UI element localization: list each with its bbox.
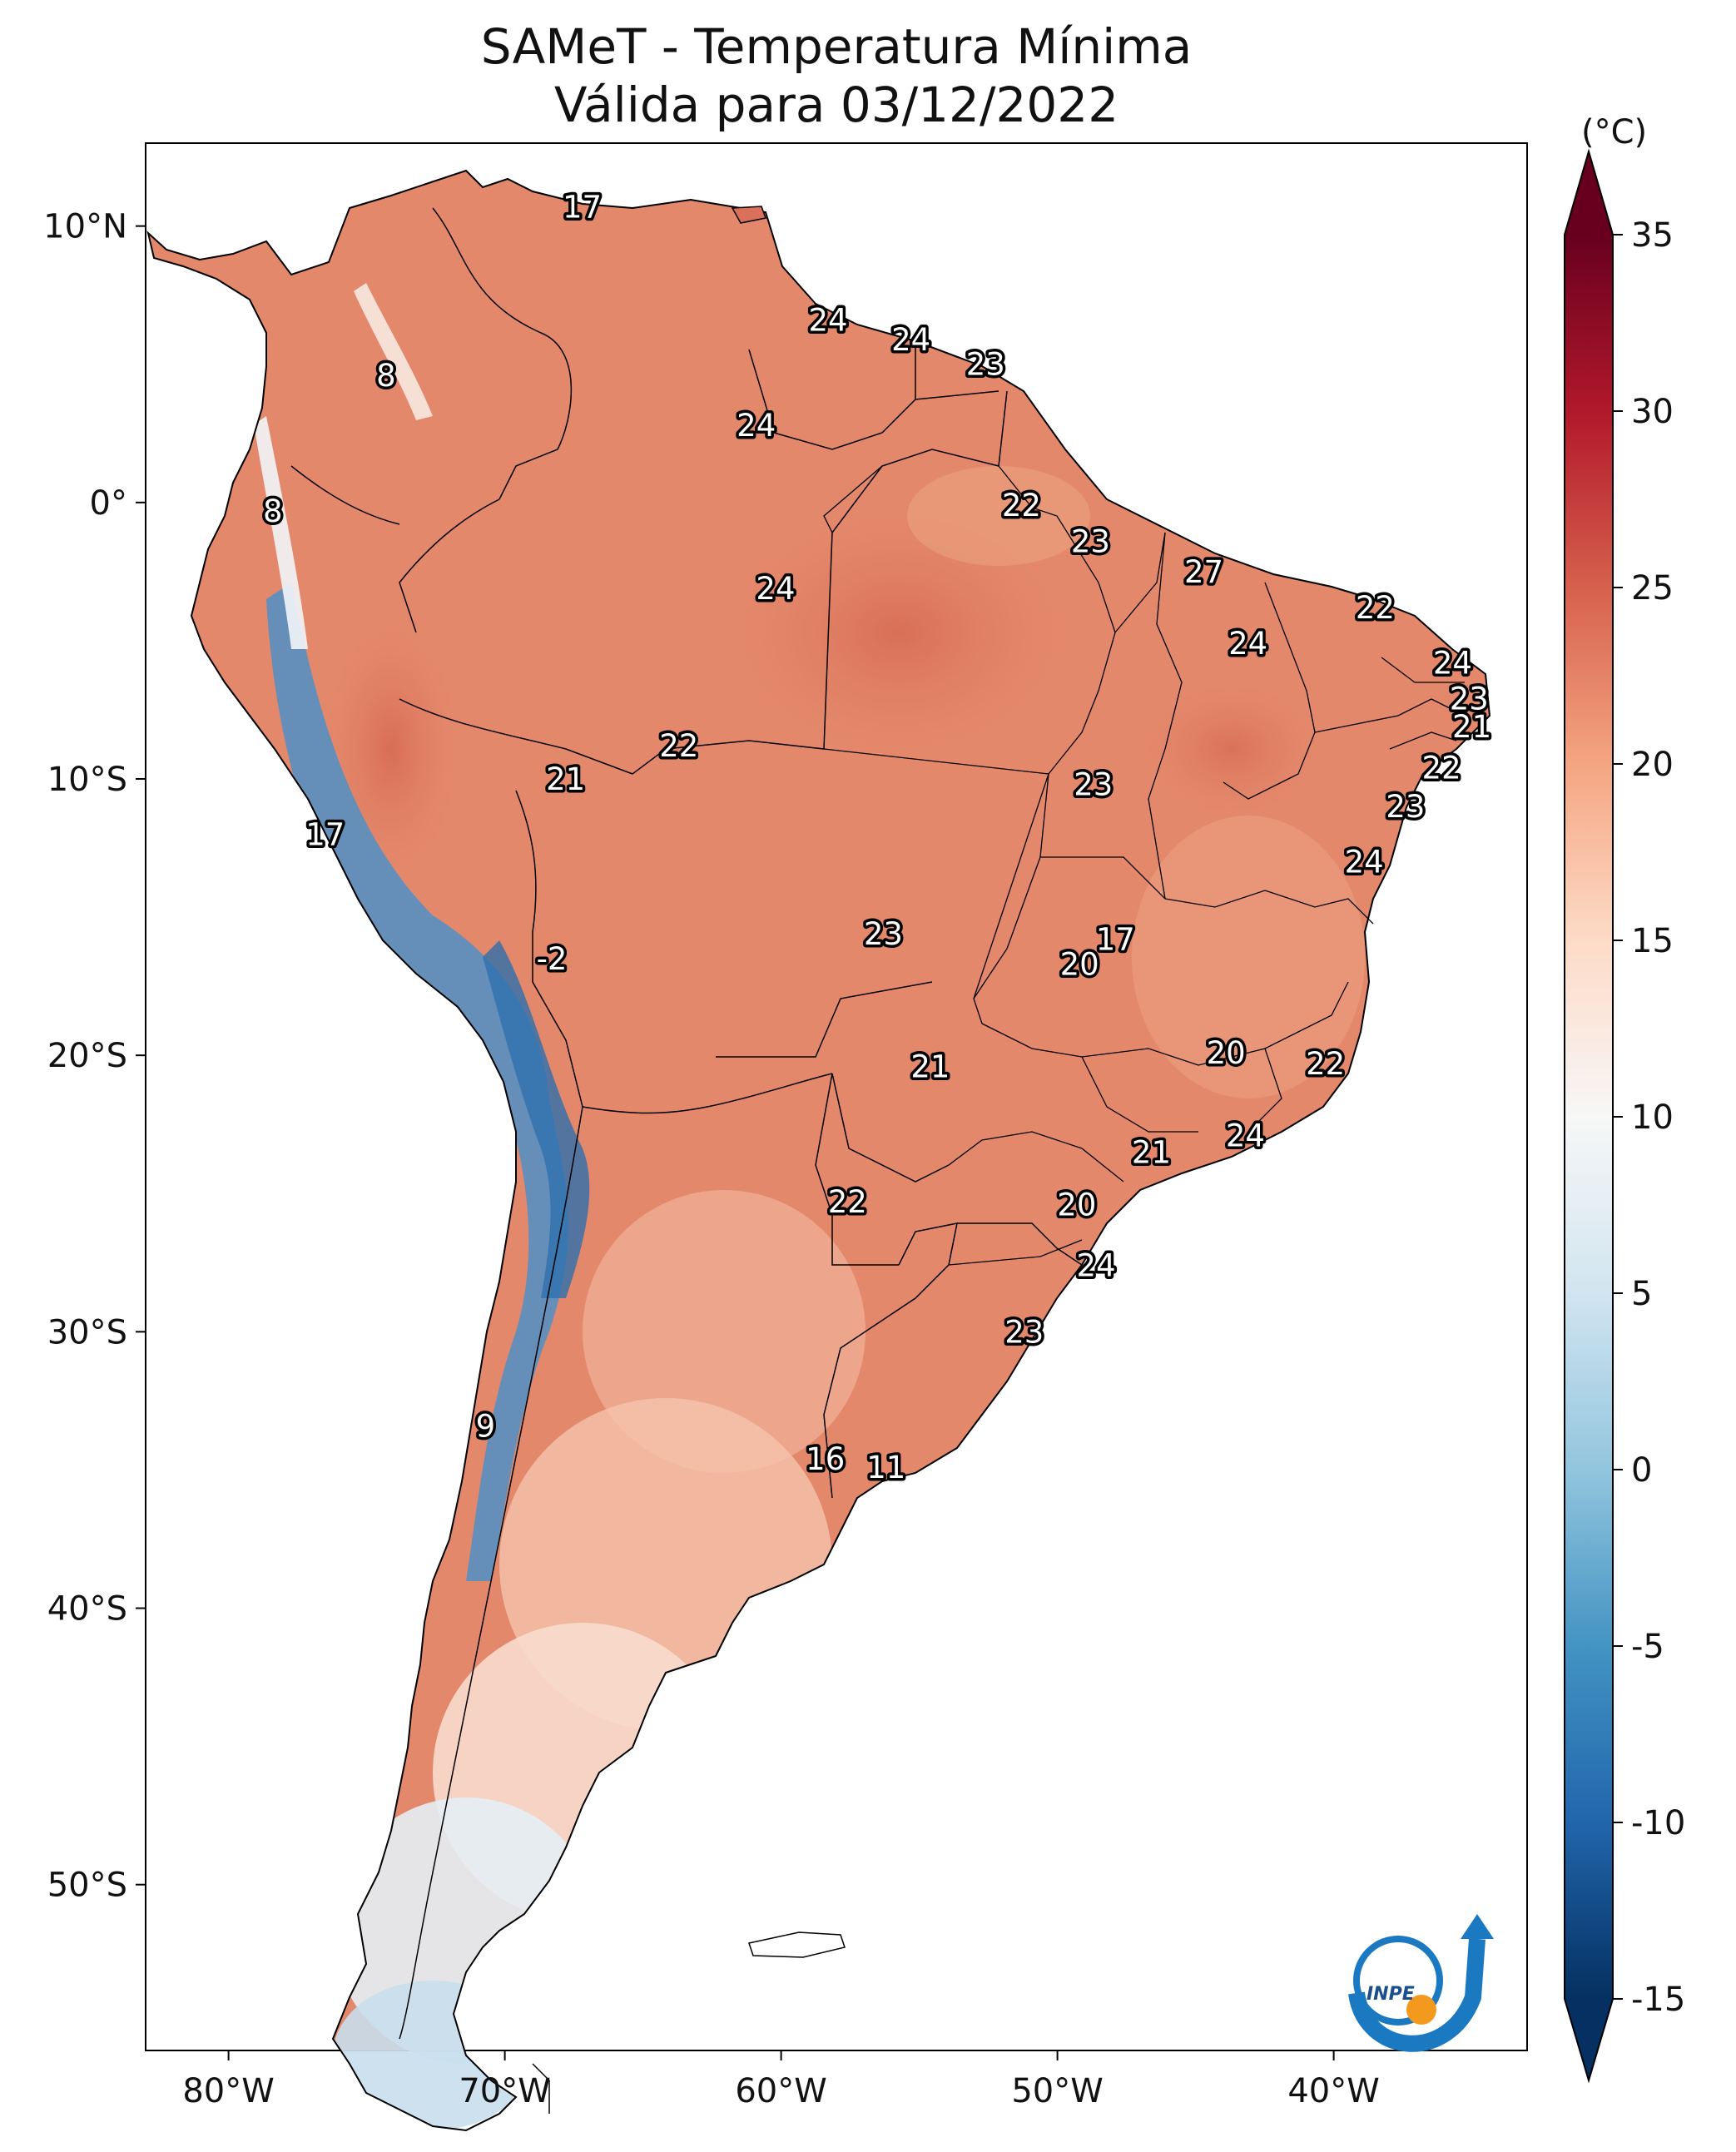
station-temp-label: 22 [1422,751,1461,786]
station-temp-label: 16 [806,1441,845,1477]
lat-tick-label: 50°S [47,1867,127,1905]
lon-tick-label: 70°W [459,2072,550,2110]
coastline [146,169,1491,2132]
colorbar: (°C) 35 30 25 20 15 10 5 0 -5 -10 -15 [1564,113,1685,2084]
station-temp-label: 8 [263,493,283,529]
station-temp-label: 23 [966,347,1005,383]
station-temp-label: 24 [891,322,930,358]
colorbar-tick-label: -15 [1631,1981,1685,2019]
station-temp-label: 9 [476,1408,496,1444]
map-title: SAMeT - Temperatura Mínima [480,18,1193,75]
station-temp-label: 20 [1060,947,1099,983]
station-temp-label: 24 [1077,1248,1116,1284]
colorbar-ticks: 35 30 25 20 15 10 5 0 -5 -10 -15 [1613,216,1685,2019]
logo-text: INPE [1366,1984,1415,2005]
lat-tick-label: 40°S [47,1590,127,1629]
longitude-axis: 80°W 70°W 60°W 50°W 40°W [182,2050,1380,2110]
station-temp-label: 17 [1096,922,1135,958]
colorbar-tick-label: 10 [1631,1098,1674,1137]
station-temp-label: 21 [546,761,585,797]
trinidad-island [731,206,766,224]
station-temp-label: 20 [1207,1035,1246,1071]
station-temp-label: -2 [537,941,568,977]
colorbar-tick-label: 15 [1631,922,1674,960]
lat-tick-label: 0° [90,484,127,523]
lat-tick-label: 30°S [47,1313,127,1351]
lon-tick-label: 80°W [182,2072,274,2110]
lon-tick-label: 40°W [1287,2072,1379,2110]
colorbar-extend-min [1565,1999,1613,2080]
colorbar-unit: (°C) [1581,113,1647,151]
station-temp-label: 22 [1356,590,1395,626]
logo-ring [1353,1936,1443,2026]
station-temp-label: 23 [1450,682,1489,717]
colorbar-tick-label: -5 [1631,1628,1664,1666]
lon-tick-label: 50°W [1011,2072,1103,2110]
colorbar-extend-max [1565,151,1613,235]
station-temp-label: 21 [910,1049,950,1084]
station-temp-label: 23 [864,916,903,952]
colorbar-body [1565,235,1613,1999]
lat-tick-label: 20°S [47,1037,127,1075]
map-subtitle: Válida para 03/12/2022 [553,77,1119,133]
colorbar-tick-label: 35 [1631,216,1674,255]
logo-arrow-head [1461,1914,1494,1939]
lon-tick-label: 60°W [735,2072,826,2110]
station-temp-label: 27 [1184,554,1223,590]
station-temp-label: 24 [1228,626,1267,662]
station-temp-label: 17 [563,189,602,225]
station-temp-label: 22 [1306,1046,1345,1082]
station-temp-label: 23 [1071,523,1110,559]
station-temp-label: 24 [1226,1118,1265,1154]
station-temp-label: 22 [659,728,698,764]
station-temp-label: 23 [1004,1314,1044,1350]
station-temp-label: 21 [1452,709,1491,745]
station-temp-label: 22 [1002,488,1041,523]
colorbar-tick-label: 25 [1631,569,1674,607]
latitude-axis: 10°N 0° 10°S 20°S 30°S 40°S 50°S [43,208,146,1905]
colorbar-tick-label: 5 [1631,1275,1652,1313]
lat-tick-label: 10°S [47,761,127,799]
station-temp-label: 24 [808,303,847,339]
inpe-logo: INPE [1348,1914,1494,2052]
country-borders [290,207,1083,2114]
falkland-islands [748,1931,846,1958]
station-temp-label: 20 [1057,1188,1096,1223]
station-temp-label: 23 [1074,767,1113,803]
station-temp-label: 11 [866,1450,905,1485]
station-temp-label: 8 [376,358,396,394]
station-temp-label: 24 [756,571,795,607]
station-temp-label: 23 [1386,789,1425,825]
colorbar-tick-label: 30 [1631,393,1674,431]
station-temp-label: 21 [1132,1134,1171,1170]
station-temp-label: 22 [828,1184,867,1220]
logo-sun [1406,1995,1436,2025]
colorbar-tick-label: -10 [1631,1804,1685,1842]
lat-tick-label: 10°N [43,208,127,246]
station-temp-label: 24 [1433,645,1472,681]
colorbar-tick-label: 20 [1631,746,1674,784]
state-borders [823,465,1466,1266]
colorbar-tick-label: 0 [1631,1451,1652,1490]
station-temp-label: 24 [737,408,776,444]
station-temp-label: 17 [305,816,345,852]
logo-arrow-arc [1348,1938,1486,2052]
station-temp-label: 24 [1345,845,1384,880]
